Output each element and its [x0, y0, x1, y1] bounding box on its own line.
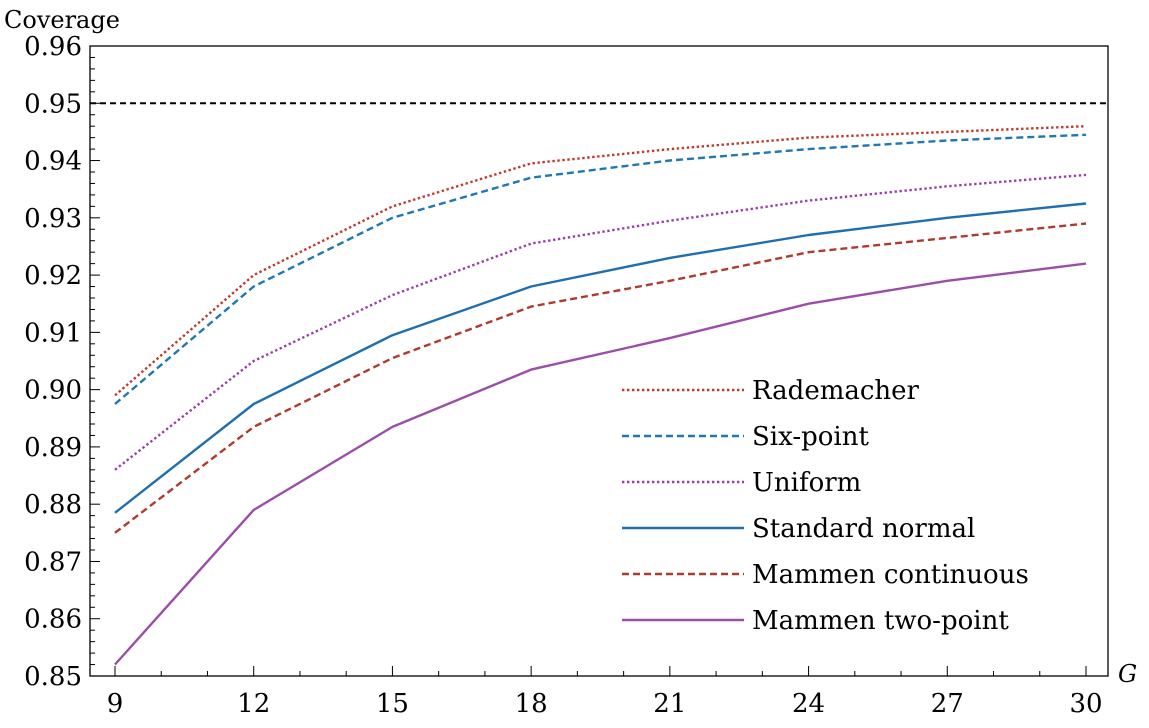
- y-tick-label: 0.93: [24, 204, 82, 234]
- x-tick-label: 15: [376, 689, 409, 719]
- y-axis-label: Coverage: [4, 6, 120, 34]
- y-tick-label: 0.90: [24, 376, 82, 406]
- x-tick-label: 18: [515, 689, 548, 719]
- series-line-5: [114, 222, 1087, 534]
- series-line-6: [114, 262, 1087, 666]
- series-line-2: [114, 133, 1087, 405]
- x-tick-label: 12: [237, 689, 270, 719]
- axis-ticks: 0.85 0.86 0.87 0.88 0.89 0.90 0.91 0.92 0.93 0.94…: [24, 32, 1102, 719]
- y-tick-label: 0.91: [24, 318, 82, 348]
- y-tick-label: 0.86: [24, 605, 82, 635]
- x-tick-label: 21: [653, 689, 686, 719]
- series-line-4: [114, 202, 1087, 514]
- x-tick-label: 24: [792, 689, 825, 719]
- legend: Rademacher Six-point Uniform Standard norma…: [622, 376, 1029, 636]
- series-layer: [114, 125, 1087, 666]
- series-line-3: [114, 173, 1087, 471]
- legend-label-2: Six-point: [752, 422, 869, 452]
- legend-label-4: Standard normal: [752, 514, 975, 544]
- y-tick-label: 0.94: [24, 147, 82, 177]
- y-tick-label: 0.96: [24, 32, 82, 62]
- plot-area: [89, 45, 1109, 677]
- legend-label-1: Rademacher: [752, 376, 920, 406]
- x-tick-label: 9: [107, 689, 124, 719]
- y-tick-label: 0.88: [24, 490, 82, 520]
- x-axis-label: G: [1118, 660, 1137, 688]
- y-tick-label: 0.87: [24, 547, 82, 577]
- legend-label-5: Mammen continuous: [752, 560, 1029, 590]
- y-tick-label: 0.92: [24, 261, 82, 291]
- plot-frame: [89, 45, 1109, 677]
- legend-label-3: Uniform: [752, 468, 861, 498]
- x-tick-label: 30: [1069, 689, 1102, 719]
- legend-label-6: Mammen two-point: [752, 606, 1009, 636]
- x-tick-label: 27: [931, 689, 964, 719]
- y-tick-label: 0.95: [24, 89, 82, 119]
- y-tick-label: 0.89: [24, 433, 82, 463]
- y-tick-label: 0.85: [24, 662, 82, 692]
